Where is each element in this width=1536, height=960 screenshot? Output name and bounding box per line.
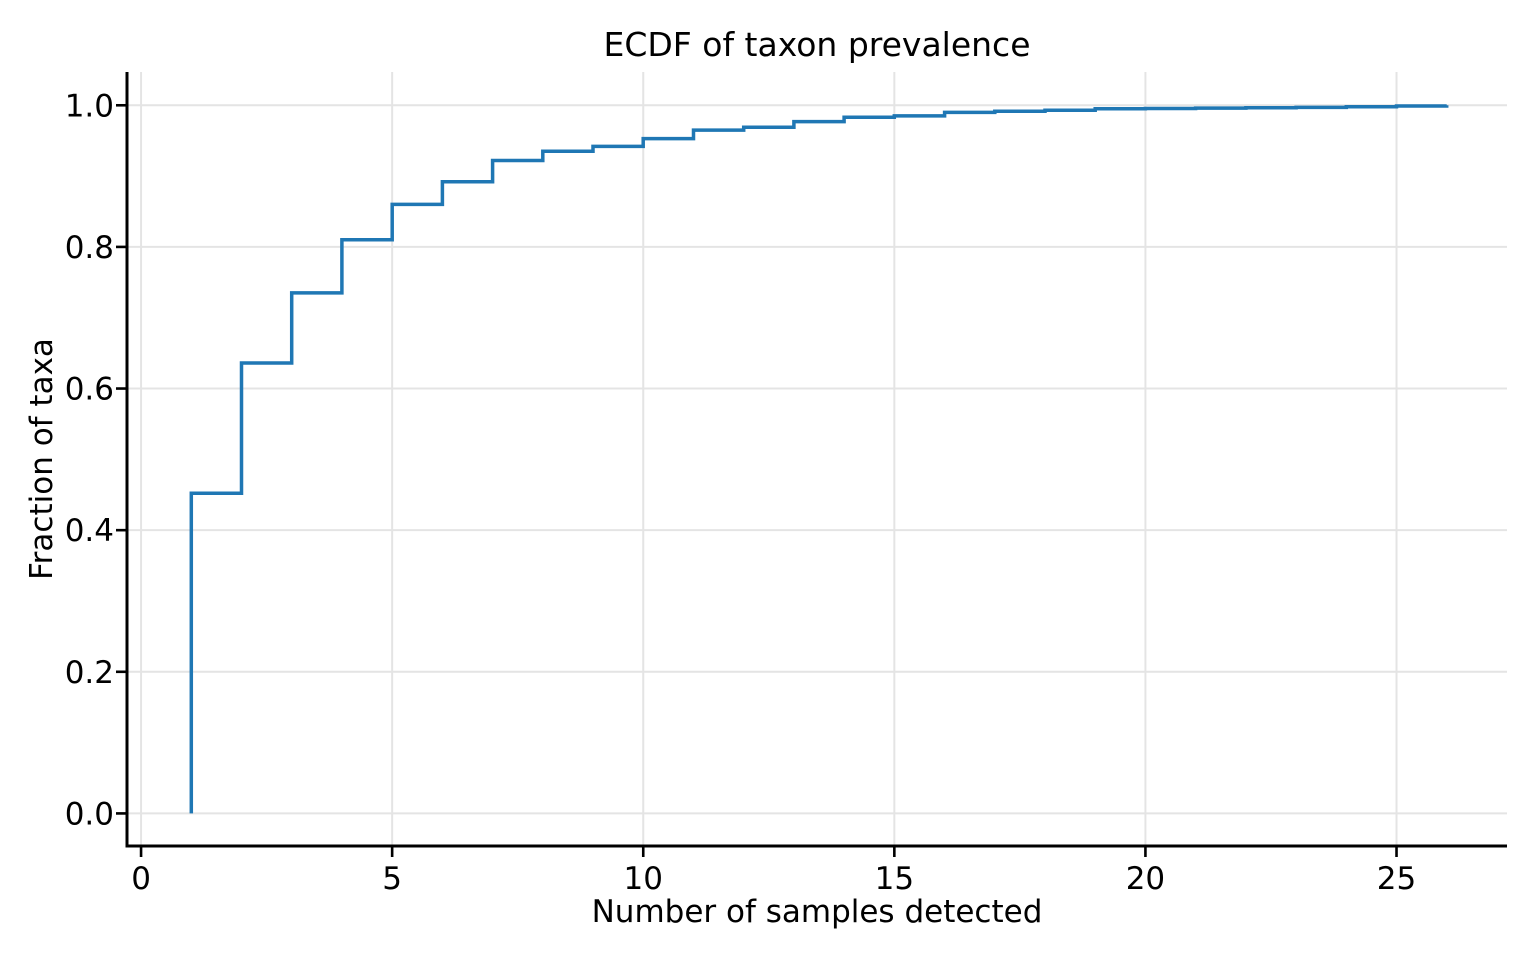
spine-layer [125,72,1507,848]
x-tick-label: 20 [1126,861,1165,897]
y-tick-label: 1.0 [65,88,114,124]
y-tick-label: 0.8 [65,230,114,266]
x-tick-label: 10 [624,861,663,897]
x-tick-label: 5 [382,861,402,897]
ecdf-line [189,104,1449,814]
y-tick-label: 0.6 [65,372,114,408]
chart-title: ECDF of taxon prevalence [603,25,1030,64]
line-layer [189,104,1449,814]
y-tick-label: 0.0 [65,796,114,832]
tick-layer: 0 5 10 15 20 25 0.0 0.2 0.4 0.6 0.8 1.0 [65,88,1417,897]
x-tick-label: 25 [1377,861,1416,897]
grid-layer [127,72,1507,846]
x-tick-label: 15 [875,861,914,897]
y-tick-label: 0.4 [65,513,114,549]
x-axis-label: Number of samples detected [592,894,1043,930]
x-tick-label: 0 [131,861,151,897]
y-axis-label: Fraction of taxa [24,338,60,580]
y-tick-label: 0.2 [65,655,114,691]
